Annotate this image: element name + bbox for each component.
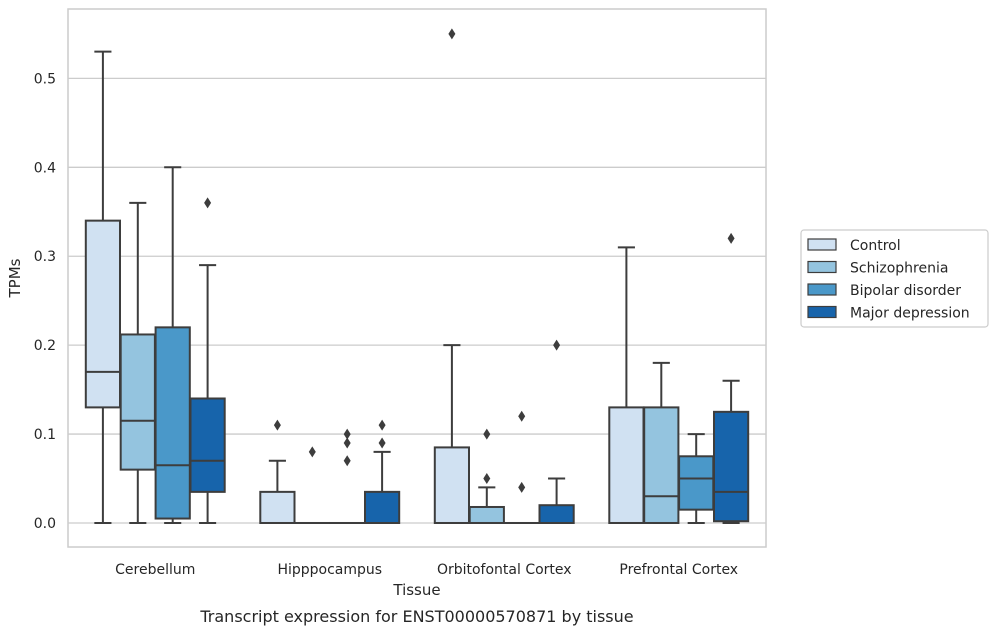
box-control [433,28,471,524]
outlier-point [343,428,351,440]
x-axis-ticks: Cerebellum Hipppocampus Orbitofontal Corte… [115,562,738,578]
y-axis-ticks: 0.0 0.1 0.2 0.3 0.4 0.5 [34,71,56,532]
box-bipolar-disorder [154,166,191,524]
outlier-point [343,437,351,449]
box-body [189,397,226,493]
outlier-point [273,419,281,431]
legend-swatch [807,283,837,296]
legend-swatch [807,238,837,251]
box-body [363,490,401,524]
y-tick-label: 0.0 [34,516,56,532]
outlier-point [483,473,491,485]
y-tick-label: 0.3 [34,249,56,265]
legend-swatch [807,260,837,274]
plot-frame [67,8,767,548]
outlier-point [378,419,386,431]
y-tick-label: 0.2 [34,338,56,354]
outlier-point [518,410,526,422]
box-body [538,504,575,524]
box-body [643,406,680,524]
box-schizophrenia [468,428,505,524]
box-major-depression [189,197,226,524]
box-body [468,505,505,524]
y-tick-label: 0.1 [34,427,56,443]
box-schizophrenia [643,361,680,524]
x-axis-label: Tissue [392,581,440,599]
chart-caption: Transcript expression for ENST0000057087… [199,607,633,626]
y-tick-label: 0.5 [34,71,56,87]
x-tick-label: Prefrontal Cortex [619,562,738,578]
box-body [84,219,122,409]
x-tick-label: Hipppocampus [277,562,382,578]
box-schizophrenia [119,201,156,524]
box-plots [84,28,750,525]
box-major-depression [363,419,401,524]
box-schizophrenia [294,446,331,525]
box-body [119,333,156,471]
legend-label: Major depression [850,306,970,322]
box-bipolar-disorder [678,433,715,524]
outlier-point [518,481,526,493]
box-body [433,446,471,524]
y-tick-label: 0.4 [34,160,56,176]
outlier-point [727,232,735,244]
legend-swatch [807,305,837,319]
outlier-point [308,446,316,458]
box-bipolar-disorder [503,410,540,525]
box-body [259,490,296,524]
legend: Control Schizophrenia Bipolar disorder Majo… [800,229,989,328]
box-control [84,50,122,524]
outlier-point [448,28,456,40]
legend-frame [800,229,989,328]
box-body [608,406,645,524]
legend-label: Control [850,238,901,254]
x-tick-label: Cerebellum [115,562,195,578]
box-control [608,246,645,524]
outlier-point [378,437,386,449]
box-control [259,419,296,524]
box-body [712,410,750,523]
box-body [154,326,191,520]
y-axis-label: TPMs [6,258,24,298]
box-major-depression [712,232,750,524]
outlier-point [553,339,561,351]
box-body [678,455,715,511]
box-bipolar-disorder [329,428,366,525]
legend-label: Bipolar disorder [850,283,961,299]
outlier-point [343,455,351,467]
box-major-depression [538,339,575,524]
x-tick-label: Orbitofontal Cortex [437,562,572,578]
legend-label: Schizophrenia [850,261,948,277]
outlier-point [483,428,491,440]
outlier-point [204,197,212,209]
